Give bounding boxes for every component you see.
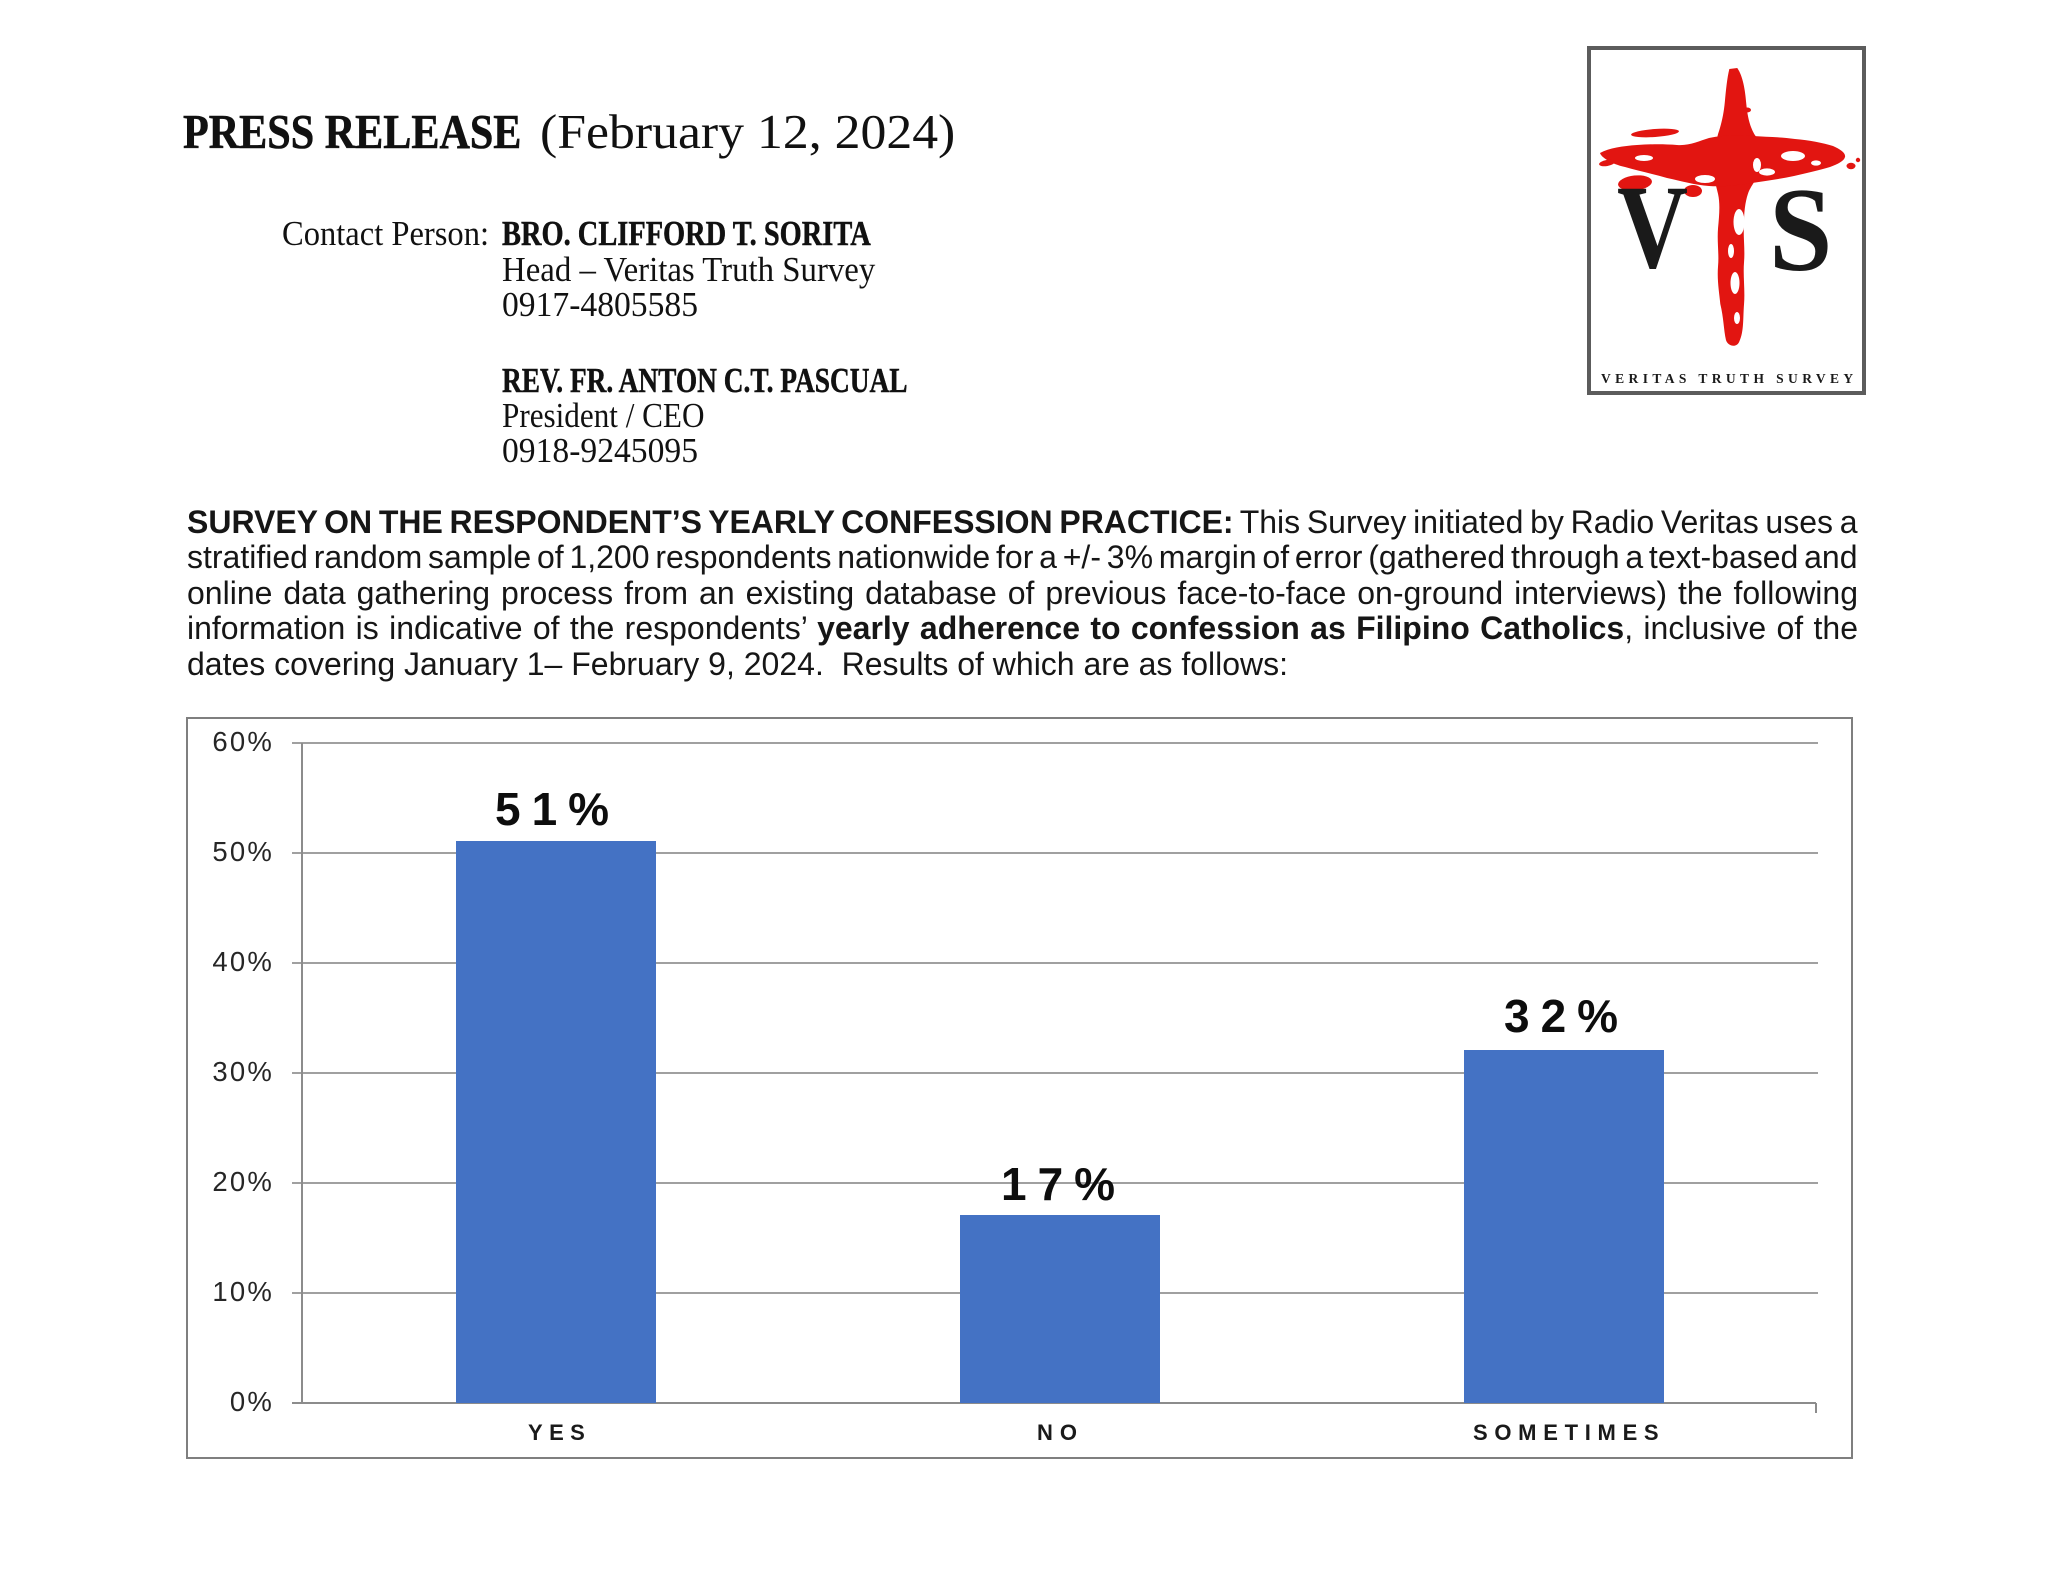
svg-text:51%: 51% bbox=[495, 783, 620, 835]
svg-text:10%: 10% bbox=[212, 1276, 274, 1307]
svg-text:VERITAS TRUTH SURVEY: VERITAS TRUTH SURVEY bbox=[1601, 371, 1858, 386]
svg-text:40%: 40% bbox=[212, 946, 274, 977]
svg-text:YES: YES bbox=[528, 1420, 591, 1445]
svg-text:S: S bbox=[1769, 164, 1832, 296]
svg-text:30%: 30% bbox=[212, 1056, 274, 1087]
svg-text:60%: 60% bbox=[212, 726, 274, 757]
svg-text:20%: 20% bbox=[212, 1166, 274, 1197]
svg-text:50%: 50% bbox=[212, 836, 274, 867]
svg-text:0%: 0% bbox=[230, 1386, 274, 1417]
svg-text:V: V bbox=[1617, 160, 1688, 293]
svg-text:17%: 17% bbox=[1001, 1158, 1126, 1210]
svg-text:NO: NO bbox=[1037, 1420, 1084, 1445]
svg-text:SOMETIMES: SOMETIMES bbox=[1473, 1420, 1665, 1445]
svg-text:32%: 32% bbox=[1504, 990, 1629, 1042]
